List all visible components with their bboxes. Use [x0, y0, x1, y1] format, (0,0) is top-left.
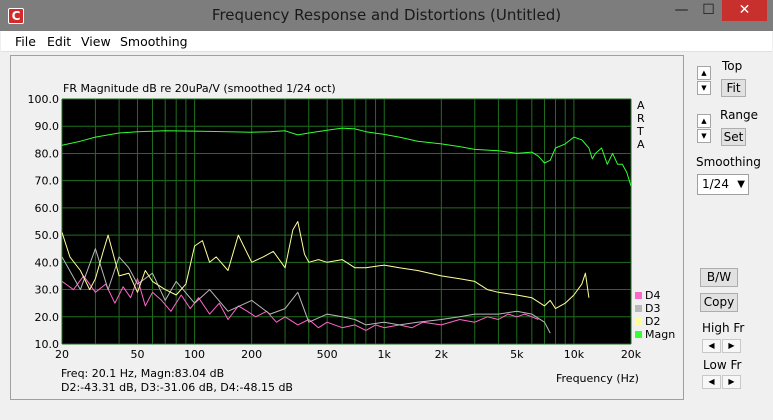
x-tick-label: 500: [317, 348, 338, 361]
x-tick-label: 2k: [435, 348, 449, 361]
high-fr-left-button[interactable]: ◀: [702, 339, 721, 353]
y-tick-label: 60.0: [35, 202, 60, 215]
bw-button[interactable]: B/W: [700, 268, 738, 287]
x-axis-ticks: 20 50 100 200 500 1k 2k 5k 10k 20k: [55, 348, 642, 361]
low-fr-label: Low Fr: [703, 358, 742, 372]
y-tick-label: 30.0: [35, 284, 60, 297]
range-down-spin[interactable]: ▼: [697, 129, 711, 143]
smoothing-value: 1/24: [702, 177, 729, 191]
menu-view[interactable]: View: [81, 34, 111, 49]
series-d4: [62, 275, 539, 331]
series-magn: [62, 127, 631, 187]
chart-title: FR Magnitude dB re 20uPa/V (smoothed 1/2…: [63, 82, 336, 95]
legend-label-d3: D3: [645, 302, 660, 315]
set-button[interactable]: Set: [721, 128, 746, 146]
smoothing-select[interactable]: 1/24 ▼: [697, 174, 749, 195]
chevron-down-icon: ▼: [737, 179, 745, 190]
plot-area[interactable]: [62, 99, 631, 344]
cursor-readout-freq: Freq: 20.1 Hz, Magn:83.04 dB: [61, 367, 224, 380]
app-icon: C: [8, 8, 24, 24]
fit-button[interactable]: Fit: [721, 79, 746, 97]
y-tick-label: 20.0: [35, 311, 60, 324]
range-up-spin[interactable]: ▲: [697, 114, 711, 128]
y-tick-label: 40.0: [35, 256, 60, 269]
x-tick-label: 50: [130, 348, 144, 361]
legend-swatch-d3: [635, 305, 642, 312]
y-tick-label: 50.0: [35, 229, 60, 242]
x-axis-label: Frequency (Hz): [556, 372, 639, 385]
minimize-button[interactable]: —: [674, 2, 689, 18]
series-d2: [62, 221, 590, 310]
range-label: Range: [720, 108, 759, 122]
low-fr-left-button[interactable]: ◀: [702, 375, 721, 389]
series-d3: [62, 248, 551, 334]
x-tick-label: 100: [184, 348, 205, 361]
y-tick-label: 10.0: [35, 338, 60, 351]
top-up-spin[interactable]: ▲: [697, 66, 711, 80]
x-tick-label: 5k: [510, 348, 524, 361]
arta-letter: T: [636, 125, 644, 138]
arta-letter: A: [637, 99, 645, 112]
x-tick-label: 20k: [621, 348, 642, 361]
menu-bar: File Edit View Smoothing: [1, 31, 772, 52]
y-tick-label: 70.0: [35, 175, 60, 188]
top-down-spin[interactable]: ▼: [697, 81, 711, 95]
copy-button[interactable]: Copy: [700, 293, 738, 312]
legend-swatch-d2: [635, 318, 642, 325]
close-button[interactable]: ✕: [722, 0, 767, 21]
y-axis-ticks: 100.0 90.0 80.0 70.0 60.0 50.0 40.0 30.0 20.0 10.…: [28, 93, 60, 351]
frequency-response-chart[interactable]: FR Magnitude dB re 20uPa/V (smoothed 1/2…: [11, 56, 685, 401]
window-title: Frequency Response and Distortions (Unti…: [211, 6, 562, 24]
graph-panel: FR Magnitude dB re 20uPa/V (smoothed 1/2…: [10, 55, 684, 400]
low-fr-right-button[interactable]: ▶: [722, 375, 741, 389]
x-tick-label: 10k: [564, 348, 585, 361]
y-tick-label: 100.0: [28, 93, 60, 106]
high-fr-right-button[interactable]: ▶: [722, 339, 741, 353]
title-bar: C Frequency Response and Distortions (Un…: [0, 0, 773, 31]
arta-letter: R: [637, 112, 645, 125]
x-tick-label: 20: [55, 348, 69, 361]
x-tick-label: 1k: [378, 348, 392, 361]
series-layer: [62, 127, 631, 334]
legend-label-d4: D4: [645, 289, 660, 302]
menu-file[interactable]: File: [15, 34, 36, 49]
high-fr-label: High Fr: [702, 321, 745, 335]
legend-label-magn: Magn: [645, 328, 675, 341]
menu-edit[interactable]: Edit: [47, 34, 72, 49]
legend-label-d2: D2: [645, 315, 660, 328]
smoothing-label: Smoothing: [696, 155, 761, 169]
x-tick-label: 200: [241, 348, 262, 361]
cursor-readout-distortion: D2:-43.31 dB, D3:-31.06 dB, D4:-48.15 dB: [61, 381, 293, 394]
top-label: Top: [722, 59, 743, 73]
arta-letter: A: [637, 138, 645, 151]
legend-swatch-d4: [635, 292, 642, 299]
y-tick-label: 80.0: [35, 147, 60, 160]
legend-swatch-magn: [635, 331, 642, 338]
menu-smoothing[interactable]: Smoothing: [120, 34, 188, 49]
y-tick-label: 90.0: [35, 120, 60, 133]
maximize-button[interactable]: ☐: [702, 2, 715, 18]
